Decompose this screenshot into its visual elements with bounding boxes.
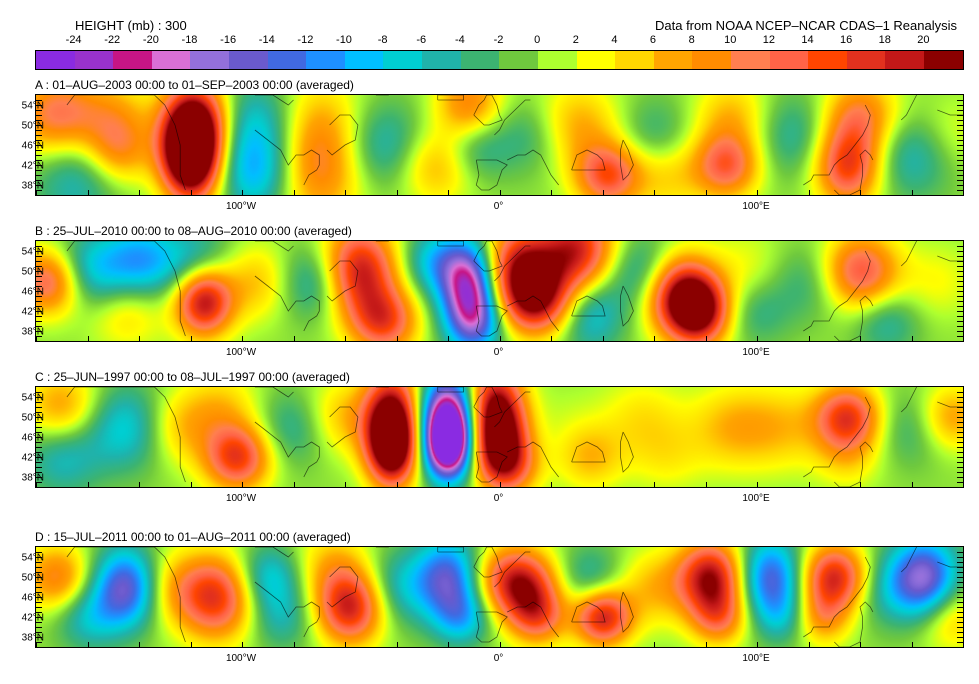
colorbar-cell xyxy=(75,51,114,69)
colorbar-cell xyxy=(36,51,75,69)
panel-title: A : 01–AUG–2003 00:00 to 01–SEP–2003 00:… xyxy=(35,78,962,92)
colorbar-tick-label: -24 xyxy=(66,34,82,46)
colorbar-tick-label: -14 xyxy=(259,34,275,46)
x-tick-label: 100°W xyxy=(226,347,256,358)
y-tick-label: 54°N xyxy=(16,393,44,404)
y-tick-label: 42°N xyxy=(16,307,44,318)
colorbar-cell xyxy=(190,51,229,69)
colorbar-cell xyxy=(499,51,538,69)
colorbar-tick-label: -4 xyxy=(455,34,465,46)
panel-D: D : 15–JUL–2011 00:00 to 01–AUG–2011 00:… xyxy=(35,530,962,648)
colorbar-cell xyxy=(268,51,307,69)
panel-B: B : 25–JUL–2010 00:00 to 08–AUG–2010 00:… xyxy=(35,224,962,342)
data-source: Data from NOAA NCEP–NCAR CDAS–1 Reanalys… xyxy=(655,18,957,33)
colorbar-cell xyxy=(422,51,461,69)
colorbar-tick-label: 20 xyxy=(917,34,929,46)
colorbar-tick-label: -8 xyxy=(378,34,388,46)
colorbar-tick-label: -2 xyxy=(494,34,504,46)
x-tick-label: 100°E xyxy=(742,347,769,358)
colorbar-cell xyxy=(731,51,770,69)
colorbar-cell xyxy=(847,51,886,69)
anomaly-map xyxy=(35,240,964,342)
colorbar-tick-label: 4 xyxy=(611,34,617,46)
colorbar-cell xyxy=(654,51,693,69)
y-tick-label: 54°N xyxy=(16,247,44,258)
panel-A: A : 01–AUG–2003 00:00 to 01–SEP–2003 00:… xyxy=(35,78,962,196)
colorbar-cell xyxy=(577,51,616,69)
x-tick-label: 100°W xyxy=(226,201,256,212)
y-tick-label: 46°N xyxy=(16,593,44,604)
colorbar-cell xyxy=(345,51,384,69)
colorbar-cell xyxy=(306,51,345,69)
colorbar-cell xyxy=(924,51,963,69)
colorbar-tick-label: -18 xyxy=(182,34,198,46)
colorbar-labels: -24-22-20-18-16-14-12-10-8-6-4-202468101… xyxy=(35,34,962,48)
y-tick-label: 46°N xyxy=(16,141,44,152)
anomaly-map xyxy=(35,94,964,196)
colorbar-cell xyxy=(770,51,809,69)
colorbar-cell xyxy=(383,51,422,69)
y-tick-label: 38°N xyxy=(16,181,44,192)
colorbar-tick-label: -16 xyxy=(220,34,236,46)
x-tick-label: 0° xyxy=(494,653,504,664)
y-tick-label: 50°N xyxy=(16,413,44,424)
y-tick-label: 50°N xyxy=(16,121,44,132)
colorbar-cell xyxy=(692,51,731,69)
colorbar-cell xyxy=(152,51,191,69)
y-tick-label: 46°N xyxy=(16,287,44,298)
colorbar-tick-label: 0 xyxy=(534,34,540,46)
y-tick-label: 54°N xyxy=(16,101,44,112)
colorbar-tick-label: -12 xyxy=(297,34,313,46)
panel-title: D : 15–JUL–2011 00:00 to 01–AUG–2011 00:… xyxy=(35,530,962,544)
y-tick-label: 38°N xyxy=(16,327,44,338)
colorbar-tick-label: -20 xyxy=(143,34,159,46)
colorbar-tick-label: 14 xyxy=(801,34,813,46)
y-tick-label: 50°N xyxy=(16,267,44,278)
colorbar-tick-label: 6 xyxy=(650,34,656,46)
panel-title: C : 25–JUN–1997 00:00 to 08–JUL–1997 00:… xyxy=(35,370,962,384)
colorbar-cell xyxy=(113,51,152,69)
colorbar-cell xyxy=(538,51,577,69)
colorbar-cell xyxy=(615,51,654,69)
y-tick-label: 42°N xyxy=(16,453,44,464)
panel-title: B : 25–JUL–2010 00:00 to 08–AUG–2010 00:… xyxy=(35,224,962,238)
x-tick-label: 100°W xyxy=(226,493,256,504)
x-tick-label: 100°W xyxy=(226,653,256,664)
x-tick-label: 0° xyxy=(494,201,504,212)
y-tick-label: 38°N xyxy=(16,633,44,644)
anomaly-map xyxy=(35,386,964,488)
colorbar-tick-label: -22 xyxy=(104,34,120,46)
colorbar-tick-label: 12 xyxy=(763,34,775,46)
colorbar-tick-label: 18 xyxy=(879,34,891,46)
colorbar-cell xyxy=(885,51,924,69)
colorbar-tick-label: -10 xyxy=(336,34,352,46)
colorbar-cell xyxy=(229,51,268,69)
height-label: HEIGHT (mb) : 300 xyxy=(75,18,187,33)
colorbar-cell xyxy=(808,51,847,69)
colorbar-tick-label: 2 xyxy=(573,34,579,46)
y-tick-label: 46°N xyxy=(16,433,44,444)
y-tick-label: 50°N xyxy=(16,573,44,584)
x-tick-label: 100°E xyxy=(742,493,769,504)
colorbar-tick-label: 8 xyxy=(689,34,695,46)
colorbar-tick-label: 16 xyxy=(840,34,852,46)
colorbar xyxy=(35,50,964,70)
colorbar-cell xyxy=(461,51,500,69)
anomaly-map xyxy=(35,546,964,648)
y-tick-label: 38°N xyxy=(16,473,44,484)
x-tick-label: 100°E xyxy=(742,201,769,212)
colorbar-tick-label: 10 xyxy=(724,34,736,46)
colorbar-tick-label: -6 xyxy=(416,34,426,46)
x-tick-label: 100°E xyxy=(742,653,769,664)
y-tick-label: 54°N xyxy=(16,553,44,564)
y-tick-label: 42°N xyxy=(16,161,44,172)
y-tick-label: 42°N xyxy=(16,613,44,624)
panel-C: C : 25–JUN–1997 00:00 to 08–JUL–1997 00:… xyxy=(35,370,962,488)
x-tick-label: 0° xyxy=(494,347,504,358)
x-tick-label: 0° xyxy=(494,493,504,504)
